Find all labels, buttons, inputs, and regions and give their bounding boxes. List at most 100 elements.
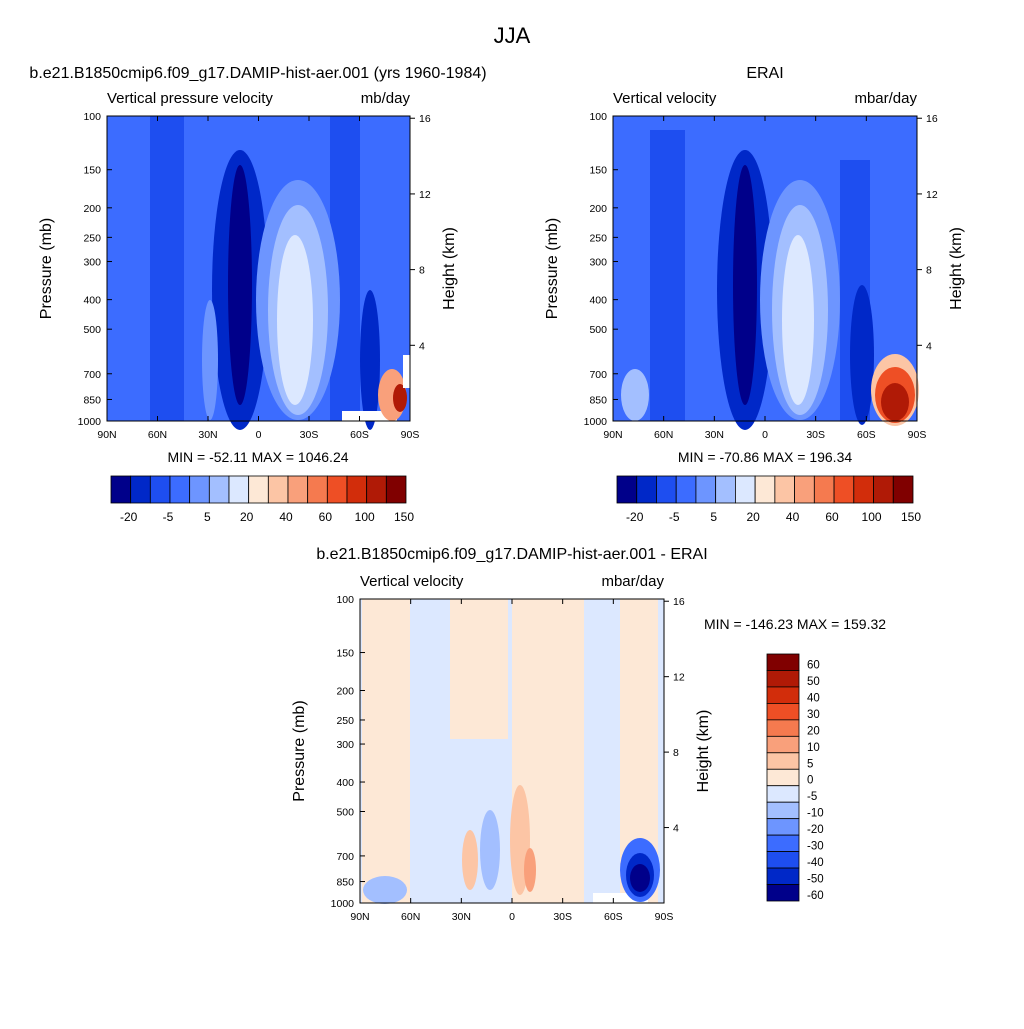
obs-xtick-label: 30N [705, 429, 724, 441]
model-xtick-label: 60N [148, 429, 167, 441]
diff-y2tick-label: 12 [673, 672, 685, 684]
diff-colorbar-swatch [766, 653, 800, 671]
diff-colorbar-label: 5 [807, 758, 813, 770]
diff-ytick-label: 100 [336, 594, 354, 606]
model-xtick-label: 30N [198, 429, 217, 441]
obs-ytick-label: 250 [589, 232, 607, 244]
diff-colorbar-swatch [766, 703, 800, 721]
model-y2tick-label: 4 [419, 340, 425, 352]
field-nh-band [150, 116, 184, 421]
panel-diff-stats: MIN = -146.23 MAX = 159.32 [704, 616, 886, 632]
obs-xtick-label: 30S [806, 429, 825, 441]
field-antarctic-negative-3 [630, 864, 650, 892]
diff-xtick-label: 30N [452, 911, 471, 923]
model-colorbar-swatch [228, 475, 250, 504]
panel-obs-field [613, 116, 919, 430]
model-y2label: Height (km) [441, 227, 458, 310]
model-xtick-label: 90N [97, 429, 116, 441]
obs-colorbar-swatch [695, 475, 717, 504]
obs-ytick-label: 500 [589, 324, 607, 336]
model-colorbar-swatch [130, 475, 151, 504]
panel-diff-left-label: Vertical velocity [360, 573, 464, 590]
panel-model-stats: MIN = -52.11 MAX = 1046.24 [167, 449, 348, 465]
obs-y2tick-label: 12 [926, 189, 938, 201]
diff-xtick-label: 0 [509, 911, 515, 923]
model-colorbar-swatch [346, 475, 368, 504]
diff-colorbar-swatch [766, 867, 800, 885]
diff-colorbar-swatch [766, 801, 800, 820]
panel-model-units: mb/day [361, 90, 411, 107]
model-colorbar-swatch [307, 475, 328, 504]
panel-model-left-label: Vertical pressure velocity [107, 90, 273, 107]
diff-colorbar-label: 50 [807, 676, 820, 688]
model-xtick-label: 60S [350, 429, 369, 441]
field-nh-positive-2 [462, 830, 478, 890]
field-terrain-mask [403, 355, 410, 388]
obs-ytick-label: 700 [589, 369, 607, 381]
diff-colorbar-label: -60 [807, 890, 824, 902]
obs-xtick-label: 60S [857, 429, 876, 441]
panel-obs-left-label: Vertical velocity [613, 90, 717, 107]
model-colorbar-label: 60 [319, 510, 333, 524]
model-xtick-label: 0 [256, 429, 262, 441]
panel-obs-title: ERAI [746, 65, 783, 82]
obs-colorbar-swatch [735, 475, 756, 504]
obs-ytick-label: 200 [589, 203, 607, 215]
model-ytick-label: 400 [83, 295, 101, 307]
model-colorbar-swatch [149, 475, 171, 504]
obs-ytick-label: 1000 [584, 416, 608, 428]
diff-colorbar-swatch [766, 686, 800, 704]
obs-colorbar-swatch [794, 475, 815, 504]
diff-colorbar-swatch [766, 735, 800, 754]
diff-colorbar-label: 40 [807, 692, 820, 704]
diff-colorbar-label: 0 [807, 775, 813, 787]
panel-obs-stats: MIN = -70.86 MAX = 196.34 [678, 449, 853, 465]
diff-colorbar-swatch [766, 785, 800, 803]
diff-y2tick-label: 16 [673, 596, 685, 608]
diff-colorbar-label: -10 [807, 808, 824, 820]
diff-ytick-label: 700 [336, 851, 354, 863]
panel-diff-title: b.e21.B1850cmip6.f09_g17.DAMIP-hist-aer.… [316, 546, 707, 563]
field-subsidence-3 [782, 235, 814, 405]
diff-ylabel: Pressure (mb) [291, 700, 308, 801]
obs-y2label: Height (km) [948, 227, 965, 310]
obs-xtick-label: 0 [762, 429, 768, 441]
model-ytick-label: 1000 [78, 416, 102, 428]
obs-y2tick-label: 4 [926, 340, 932, 352]
obs-ylabel: Pressure (mb) [544, 218, 561, 319]
diff-y2label: Height (km) [695, 710, 712, 793]
field-nh-weak-subsidence [202, 300, 218, 420]
obs-colorbar-swatch [616, 475, 638, 504]
diff-colorbar-label: -50 [807, 874, 824, 886]
obs-y2tick-label: 16 [926, 113, 938, 125]
diff-colorbar-swatch [766, 834, 800, 853]
obs-colorbar-swatch [715, 475, 736, 504]
model-ylabel: Pressure (mb) [38, 218, 55, 319]
obs-colorbar-swatch [813, 475, 835, 504]
field-antarctic-subsidence-2 [393, 384, 407, 412]
obs-colorbar-label: 150 [901, 510, 921, 524]
obs-colorbar-label: 5 [710, 510, 717, 524]
obs-colorbar-label: -5 [669, 510, 680, 524]
obs-xtick-label: 60N [654, 429, 673, 441]
diff-y2tick-label: 8 [673, 747, 679, 759]
diff-colorbar-swatch [766, 818, 800, 836]
model-ytick-label: 850 [83, 394, 101, 406]
model-ytick-label: 300 [83, 257, 101, 269]
panel-model: b.e21.B1850cmip6.f09_g17.DAMIP-hist-aer.… [29, 65, 486, 524]
diff-colorbar-swatch [766, 851, 800, 869]
model-colorbar-swatch [169, 475, 191, 504]
diff-ytick-label: 200 [336, 686, 354, 698]
panel-diff-units: mbar/day [601, 573, 664, 590]
model-colorbar-swatch [267, 475, 289, 504]
field-sh-ascent [360, 290, 380, 430]
obs-colorbar-swatch [774, 475, 795, 504]
obs-colorbar-swatch [853, 475, 874, 504]
field-surface-positive-2 [524, 848, 536, 892]
diff-ytick-label: 850 [336, 877, 354, 889]
diff-xtick-label: 60N [401, 911, 420, 923]
field-antarctic-subsidence-3 [881, 383, 909, 421]
diff-colorbar-label: -5 [807, 791, 817, 803]
diff-ytick-label: 1000 [331, 898, 355, 910]
